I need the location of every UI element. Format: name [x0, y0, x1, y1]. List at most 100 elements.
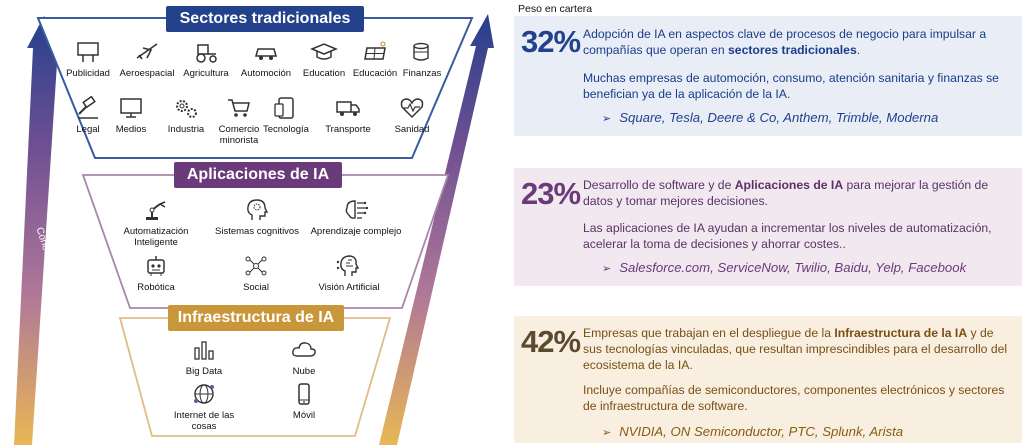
tier-3-banner: Infraestructura de IA	[168, 305, 344, 331]
desc-text: Empresas que trabajan en el despliegue d…	[583, 326, 835, 340]
sector-aeroespacial: Aeroespacial	[115, 40, 179, 79]
infra-movil: Móvil	[276, 382, 332, 421]
app-label: Robótica	[137, 282, 175, 293]
panel-infrastructure	[514, 316, 1022, 443]
pct-applications: 23%	[521, 176, 581, 211]
desc-text-end: .	[856, 43, 861, 57]
solar-panel-icon	[364, 41, 386, 60]
desc-text-end: y de sus tecnologías vinculadas, que res…	[583, 326, 1008, 372]
left-growth-arrow	[14, 16, 64, 445]
truck-icon	[336, 101, 360, 116]
robot-arm-icon	[146, 201, 166, 220]
detail-infrastructure: Incluye compañías de semiconductores, co…	[583, 383, 1005, 413]
weight-label: Peso en cartera	[518, 3, 593, 15]
sector-label: Aeroespacial	[119, 68, 175, 79]
panel-traditional	[514, 16, 1022, 136]
robot-icon	[147, 256, 165, 276]
app-sistemas-cognitivos: Sistemas cognitivos	[212, 198, 302, 237]
arrow-bullet-icon: ➢	[602, 427, 612, 439]
sector-label: Medios	[115, 124, 147, 135]
cloud-icon	[292, 342, 316, 357]
app-aprendizaje: Aprendizaje complejo	[306, 198, 406, 237]
desc-highlight: Infraestructura de la IA	[834, 326, 968, 340]
desc-text-end: para mejorar la gestión de datos y tomar…	[583, 178, 989, 208]
sector-sanidad: Sanidad	[386, 96, 438, 135]
infra-label: Móvil	[292, 410, 316, 421]
sector-label: Legal	[76, 124, 100, 135]
sector-label: Publicidad	[66, 68, 110, 79]
infra-iot: Internet de las cosas	[168, 382, 240, 432]
devices-icon	[274, 97, 294, 119]
arrow-bullet-icon: ➢	[602, 113, 612, 125]
companies-text: NVIDIA, ON Semiconductor, PTC, Splunk, A…	[619, 424, 904, 439]
sector-agricultura: Agricultura	[178, 40, 234, 79]
companies-applications: ➢ Salesforce.com, ServiceNow, Twilio, Bai…	[602, 260, 966, 275]
desc-text: Adopción de IA en aspectos clave de proc…	[583, 27, 987, 57]
sector-label: Automoción	[240, 68, 292, 79]
tractor-icon	[196, 44, 217, 63]
app-label: Automatización Inteligente	[123, 226, 189, 248]
airplane-icon	[136, 43, 158, 60]
companies-text: Square, Tesla, Deere & Co, Anthem, Trimb…	[619, 110, 939, 125]
app-label: Aprendizaje complejo	[310, 226, 402, 237]
infra-big-data: Big Data	[176, 338, 232, 377]
sector-medios: Medios	[108, 96, 154, 135]
arrow-bullet-icon: ➢	[602, 263, 612, 275]
brain-circuit-icon	[345, 200, 369, 219]
app-label: Visión Artificial	[318, 282, 380, 293]
sector-label: Transporte	[325, 124, 371, 135]
iot-globe-icon	[194, 384, 214, 404]
head-gear-icon	[247, 199, 269, 220]
sector-publicidad: Publicidad	[58, 40, 118, 79]
mobile-phone-icon	[298, 383, 310, 405]
gavel-icon	[78, 96, 98, 119]
right-growth-arrow	[379, 14, 494, 445]
sector-label: Comercio minorista	[218, 124, 260, 146]
desc-infrastructure: Empresas que trabajan en el despliegue d…	[583, 325, 1013, 373]
pct-traditional: 32%	[521, 24, 581, 59]
billboard-icon	[77, 42, 99, 62]
desc-text: Desarrollo de software y de	[583, 178, 735, 192]
detail-traditional: Muchas empresas de automoción, consumo, …	[583, 71, 999, 101]
companies-text: Salesforce.com, ServiceNow, Twilio, Baid…	[619, 260, 967, 275]
pct-infrastructure: 42%	[521, 324, 581, 359]
sector-label: Agricultura	[183, 68, 229, 79]
cart-icon	[228, 99, 250, 117]
gears-icon	[176, 100, 197, 118]
tier-1-banner: Sectores tradicionales	[166, 6, 364, 32]
car-icon	[255, 48, 277, 60]
infra-label: Internet de las cosas	[173, 410, 235, 432]
people-network-icon	[245, 256, 267, 276]
sector-label: Educación	[352, 68, 398, 79]
sector-label: Education	[302, 68, 346, 79]
sector-transporte: Transporte	[320, 96, 376, 135]
infra-label: Big Data	[185, 366, 223, 377]
sector-comercio: Comercio minorista	[214, 96, 264, 146]
heartbeat-icon	[400, 98, 424, 119]
sector-education: Education	[296, 40, 352, 79]
vision-head-icon	[336, 255, 360, 276]
graduation-cap-icon	[310, 43, 338, 60]
detail-applications: Las aplicaciones de IA ayudan a incremen…	[583, 221, 992, 251]
sector-finanzas: Finanzas	[396, 40, 448, 79]
sector-educacion: Educación	[348, 40, 402, 79]
desc-highlight: Aplicaciones de IA	[734, 178, 844, 192]
sector-legal: Legal	[68, 96, 108, 135]
app-automatizacion: Automatización Inteligente	[118, 198, 194, 248]
tier-3-frame	[118, 317, 392, 437]
sector-label: Tecnología	[263, 124, 309, 135]
monitor-icon	[120, 98, 142, 118]
companies-infrastructure: ➢ NVIDIA, ON Semiconductor, PTC, Splunk, …	[602, 424, 903, 439]
infra-label: Nube	[292, 366, 316, 377]
desc-traditional: Adopción de IA en aspectos clave de proc…	[583, 26, 1013, 58]
panel-applications	[514, 168, 1022, 286]
app-label: Social	[243, 282, 269, 293]
infra-nube: Nube	[276, 338, 332, 377]
tier-2-banner: Aplicaciones de IA	[174, 162, 342, 188]
sector-industria: Industria	[160, 96, 212, 135]
sector-label: Sanidad	[394, 124, 430, 135]
sector-tecnologia: Tecnología	[258, 96, 314, 135]
app-social: Social	[228, 254, 284, 293]
app-label: Sistemas cognitivos	[215, 226, 299, 237]
companies-traditional: ➢ Square, Tesla, Deere & Co, Anthem, Trim…	[602, 110, 938, 125]
